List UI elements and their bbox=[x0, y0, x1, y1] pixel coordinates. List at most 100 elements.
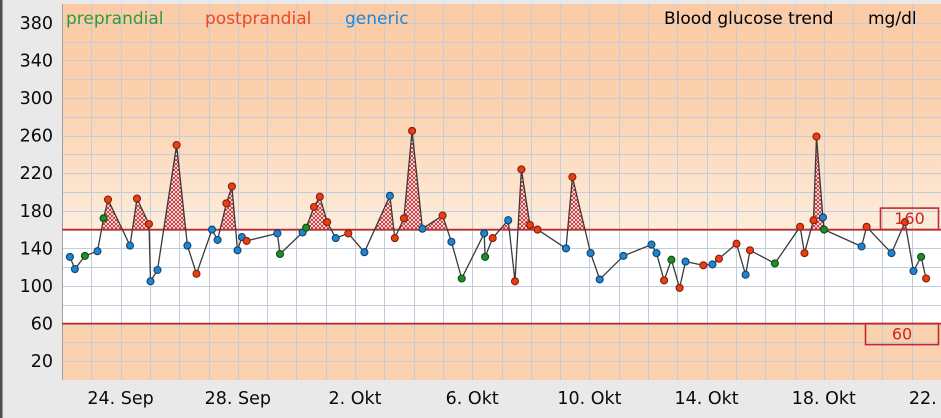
data-point-gen bbox=[887, 249, 896, 258]
data-point-gen bbox=[595, 275, 604, 284]
data-point-post bbox=[517, 165, 526, 174]
data-point-post bbox=[533, 225, 542, 234]
data-point-gen bbox=[233, 246, 242, 255]
zone-normal bbox=[62, 229, 941, 324]
data-point-pre bbox=[820, 225, 829, 234]
data-point-post bbox=[800, 249, 809, 258]
hatch-region bbox=[518, 169, 538, 230]
data-point-gen bbox=[504, 216, 513, 225]
data-point-post bbox=[660, 276, 669, 285]
zone-hyperglycemia bbox=[62, 4, 941, 230]
hatch-region bbox=[567, 177, 585, 230]
chart-title: Blood glucose trend bbox=[664, 9, 834, 29]
y-tick-label: 20 bbox=[31, 352, 53, 372]
legend-postprandial: postprandial bbox=[205, 9, 312, 29]
data-points bbox=[65, 126, 931, 292]
data-point-pre bbox=[457, 274, 466, 283]
data-point-gen bbox=[183, 241, 192, 250]
data-point-gen bbox=[125, 241, 135, 250]
y-tick-label: 100 bbox=[20, 277, 53, 297]
high-threshold-box bbox=[879, 207, 940, 231]
data-point-post bbox=[699, 261, 708, 270]
above-threshold-hatch bbox=[101, 130, 907, 230]
window-left-edge bbox=[0, 0, 3, 418]
y-tick-label: 260 bbox=[20, 127, 53, 147]
data-point-pre bbox=[667, 255, 676, 264]
data-point-gen bbox=[360, 248, 369, 257]
data-point-post bbox=[103, 195, 113, 204]
low-threshold-box bbox=[864, 322, 940, 346]
hatch-region bbox=[374, 195, 394, 230]
data-point-gen bbox=[586, 249, 595, 258]
zone-hypoglycemia bbox=[62, 323, 941, 380]
data-point-post bbox=[525, 220, 534, 229]
data-point-post bbox=[510, 277, 520, 286]
data-point-post bbox=[344, 229, 353, 238]
y-tick-label: 300 bbox=[20, 89, 53, 109]
y-tick-label: 380 bbox=[20, 14, 53, 34]
data-point-gen bbox=[273, 229, 282, 238]
data-point-pre bbox=[99, 214, 108, 223]
data-point-post bbox=[900, 218, 910, 227]
data-point-post bbox=[315, 192, 324, 201]
data-point-gen bbox=[331, 234, 340, 243]
x-tick-label: 6. Okt bbox=[446, 389, 499, 409]
data-point-gen bbox=[447, 237, 456, 246]
data-point-post bbox=[809, 216, 818, 225]
hatch-region bbox=[398, 130, 448, 230]
data-point-gen bbox=[652, 249, 661, 258]
data-point-gen bbox=[385, 191, 394, 200]
data-point-gen bbox=[818, 213, 827, 222]
data-point-post bbox=[399, 214, 408, 223]
data-point-gen bbox=[741, 270, 750, 279]
x-tick-label: 10. Okt bbox=[557, 389, 621, 409]
data-point-pre bbox=[275, 249, 285, 259]
data-point-post bbox=[144, 219, 154, 229]
y-tick-label: 180 bbox=[20, 202, 53, 222]
hatch-region bbox=[163, 145, 186, 230]
data-point-gen bbox=[146, 277, 155, 286]
data-point-post bbox=[922, 274, 931, 283]
x-tick-label: 18. Okt bbox=[792, 389, 856, 409]
x-tick-label: 14. Okt bbox=[675, 389, 739, 409]
y-tick-label: 220 bbox=[20, 164, 53, 184]
data-point-gen bbox=[561, 244, 571, 253]
data-point-post bbox=[675, 283, 684, 292]
x-tick-label: 28. Sep bbox=[205, 389, 271, 409]
x-tick-label: 2. Okt bbox=[328, 389, 381, 409]
data-point-pre bbox=[770, 259, 779, 268]
data-point-gen bbox=[153, 265, 162, 275]
data-point-post bbox=[192, 269, 201, 278]
data-point-pre bbox=[80, 251, 89, 260]
x-tick-label: 24. Sep bbox=[87, 389, 153, 409]
data-point-gen bbox=[93, 247, 102, 256]
data-point-gen bbox=[418, 224, 427, 233]
y-tick-label: 60 bbox=[31, 315, 53, 335]
data-point-gen bbox=[480, 229, 489, 238]
data-point-pre bbox=[302, 223, 311, 232]
data-point-post bbox=[132, 194, 142, 203]
legend-preprandial: preprandial bbox=[66, 9, 164, 29]
data-point-post bbox=[242, 236, 251, 245]
data-point-post bbox=[812, 132, 821, 141]
high-threshold-label: 160 bbox=[894, 209, 925, 228]
glucose-line bbox=[69, 130, 927, 289]
data-point-gen bbox=[207, 225, 217, 234]
data-point-pre bbox=[481, 252, 490, 261]
data-point-gen bbox=[65, 252, 74, 261]
data-point-post bbox=[862, 222, 871, 231]
data-point-gen bbox=[647, 240, 656, 249]
data-point-gen bbox=[213, 235, 222, 244]
data-point-gen bbox=[70, 265, 79, 274]
hatch-region bbox=[220, 186, 236, 230]
y-tick-label: 340 bbox=[20, 51, 53, 71]
data-point-post bbox=[488, 234, 497, 243]
data-point-gen bbox=[619, 251, 628, 260]
data-point-post bbox=[796, 222, 805, 231]
data-point-post bbox=[714, 254, 723, 263]
data-point-gen bbox=[708, 260, 717, 269]
low-threshold-label: 60 bbox=[892, 325, 912, 344]
data-point-pre bbox=[917, 252, 926, 261]
